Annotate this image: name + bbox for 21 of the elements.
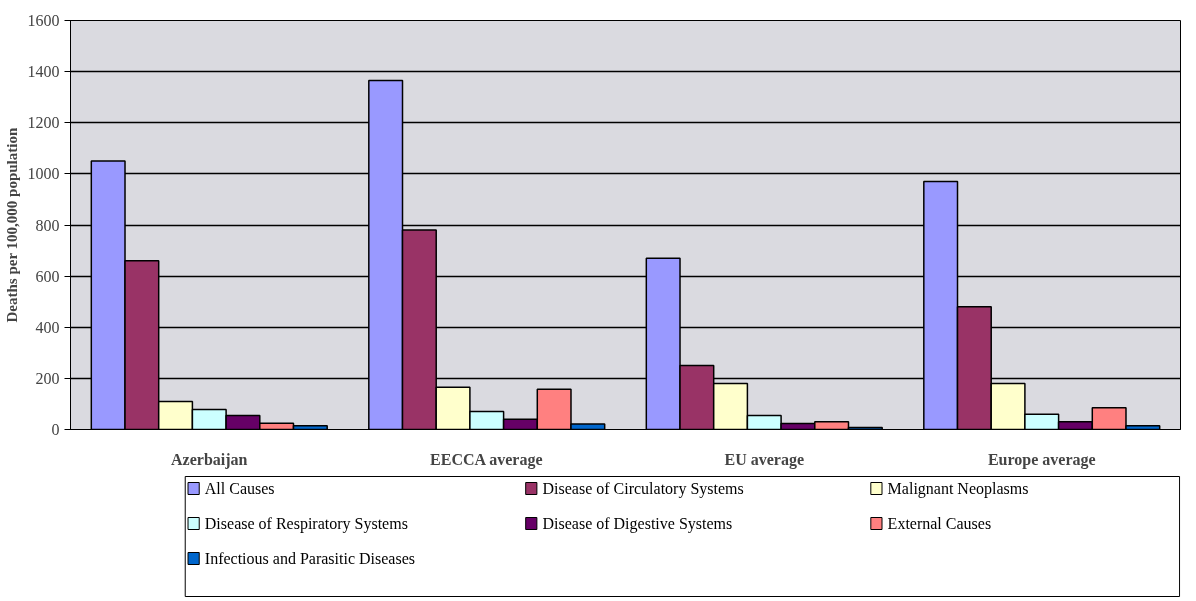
y-tick-label: 600 (35, 267, 60, 285)
x-tick-label: Azerbaijan (171, 450, 248, 469)
y-tick-label: 1600 (27, 12, 60, 29)
legend-label: All Causes (204, 480, 275, 497)
x-tick-label: EU average (724, 450, 805, 469)
y-tick-label: 1200 (27, 114, 60, 132)
y-tick-label: 0 (51, 421, 60, 438)
x-tick-label: Europe average (987, 450, 1096, 469)
legend-label: Disease of Digestive Systems (542, 515, 733, 533)
y-tick-label: 200 (35, 369, 60, 387)
y-tick-label: 1400 (27, 63, 60, 81)
legend-label: Disease of Circulatory Systems (542, 480, 744, 498)
legend-label: External Causes (887, 515, 992, 532)
y-tick-label: 400 (35, 318, 60, 336)
legend-label: Infectious and Parasitic Diseases (204, 550, 415, 567)
y-tick-label: 800 (35, 216, 60, 234)
legend-label: Malignant Neoplasms (887, 480, 1029, 498)
x-tick-label: EECCA average (430, 450, 543, 469)
y-axis-title: Deaths per 100,000 population (3, 127, 20, 323)
legend-label: Disease of Respiratory Systems (204, 515, 408, 533)
y-tick-label: 1000 (27, 165, 60, 183)
